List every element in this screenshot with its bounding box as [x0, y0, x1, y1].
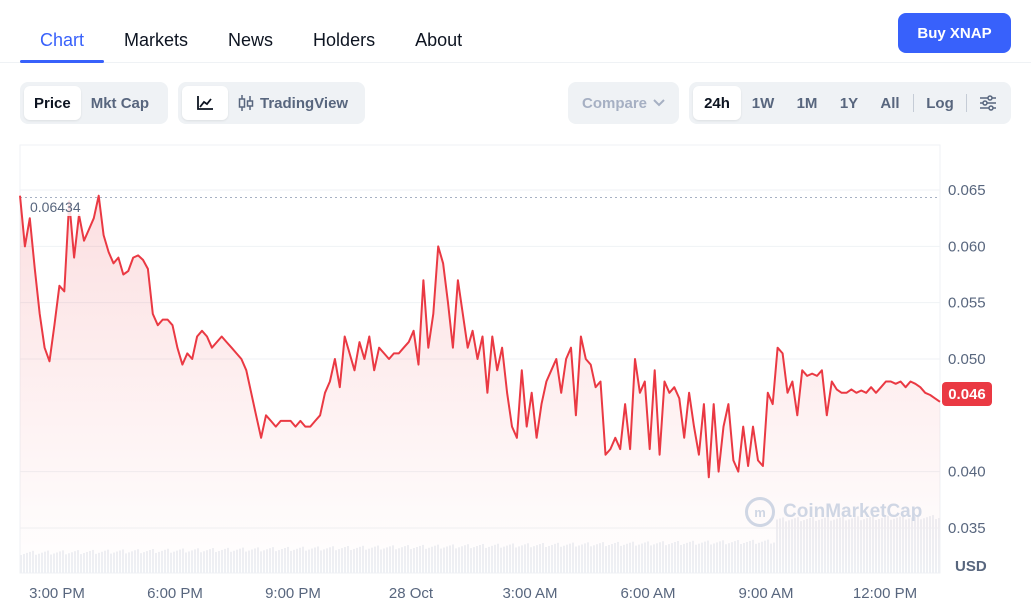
y-axis: 0.065 0.060 0.055 0.050 0.040 0.035: [948, 182, 986, 537]
price-line: [19, 194, 941, 479]
settings-button[interactable]: [969, 86, 1007, 120]
x-tick-label: 6:00 PM: [147, 585, 203, 602]
range-24h-button[interactable]: 24h: [693, 86, 741, 120]
range-toggle: 24h 1W 1M 1Y All Log: [689, 82, 1011, 124]
price-area: [20, 195, 940, 573]
y-tick-label: 0.040: [948, 464, 986, 481]
sliders-icon: [980, 95, 996, 111]
divider: [913, 94, 914, 112]
range-1y-button[interactable]: 1Y: [839, 94, 859, 112]
watermark-text: CoinMarketCap: [783, 501, 923, 522]
range-1w-button[interactable]: 1W: [751, 94, 775, 112]
tab-chart[interactable]: Chart: [20, 0, 105, 63]
currency-label: USD: [955, 558, 987, 575]
chevron-down-icon: [653, 99, 665, 107]
range-1m-button[interactable]: 1M: [796, 94, 818, 112]
metric-toggle: Price Mkt Cap: [20, 82, 168, 124]
compare-dropdown[interactable]: Compare: [568, 82, 679, 124]
y-tick-label: 0.035: [948, 520, 986, 537]
max-price-label: 0.06434: [28, 198, 83, 216]
tab-holders[interactable]: Holders: [313, 30, 376, 50]
price-toggle-button[interactable]: Price: [24, 86, 81, 120]
x-axis: 3:00 PM 6:00 PM 9:00 PM 28 Oct 3:00 AM 6:00 A…: [29, 585, 917, 602]
x-tick-label: 3:00 AM: [502, 585, 557, 602]
current-price-tag: 0.046: [942, 382, 992, 406]
x-tick-label: 9:00 PM: [265, 585, 321, 602]
chart-toolbar: Price Mkt Cap TradingView Compare 24h: [0, 82, 1031, 124]
top-nav: Chart Markets News Holders About Buy XNA…: [0, 0, 1031, 63]
coinmarketcap-logo-icon: m: [745, 497, 775, 527]
mktcap-toggle-button[interactable]: Mkt Cap: [90, 94, 150, 112]
tradingview-label: TradingView: [260, 94, 349, 112]
x-tick-label: 28 Oct: [389, 585, 434, 602]
line-chart-button[interactable]: [182, 86, 228, 120]
y-tick-label: 0.050: [948, 351, 986, 368]
log-scale-button[interactable]: Log: [926, 94, 954, 112]
y-tick-label: 0.060: [948, 238, 986, 255]
candlestick-icon: [238, 95, 254, 111]
tab-news[interactable]: News: [228, 30, 274, 50]
range-all-button[interactable]: All: [880, 94, 900, 112]
tab-markets[interactable]: Markets: [124, 30, 189, 50]
chart-type-toggle: TradingView: [178, 82, 365, 124]
tab-about[interactable]: About: [415, 30, 463, 50]
tradingview-button[interactable]: TradingView: [228, 86, 358, 120]
tab-bar: Chart Markets News Holders About: [20, 0, 482, 63]
y-tick-label: 0.055: [948, 295, 986, 312]
compare-label: Compare: [581, 94, 648, 112]
divider: [966, 94, 967, 112]
coinmarketcap-watermark: m CoinMarketCap: [745, 497, 922, 527]
x-tick-label: 6:00 AM: [620, 585, 675, 602]
y-tick-label: 0.065: [948, 182, 986, 199]
buy-button[interactable]: Buy XNAP: [898, 13, 1011, 53]
x-tick-label: 12:00 PM: [853, 585, 917, 602]
line-chart-icon: [197, 96, 213, 110]
x-tick-label: 9:00 AM: [738, 585, 793, 602]
x-tick-label: 3:00 PM: [29, 585, 85, 602]
